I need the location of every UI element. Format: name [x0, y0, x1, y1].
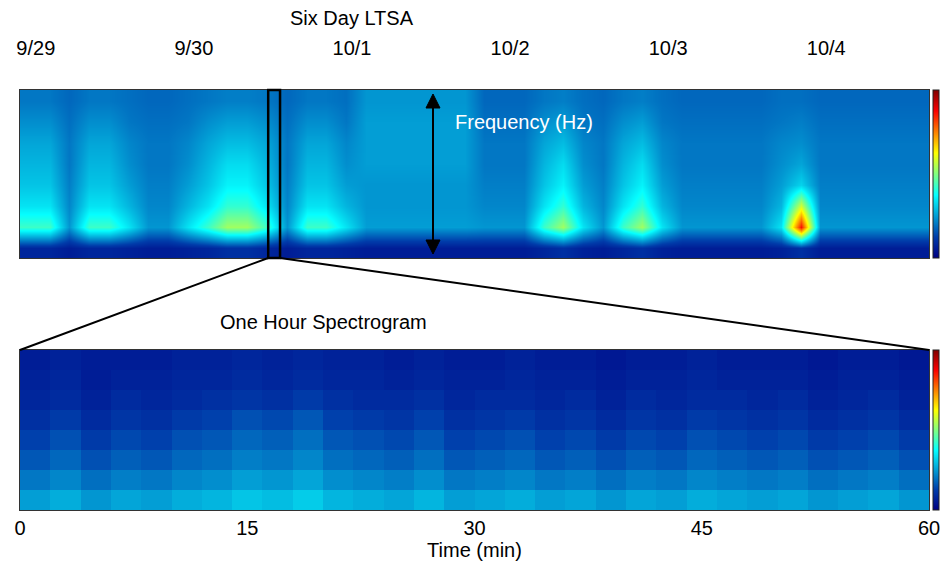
svg-text:0: 0: [14, 517, 25, 539]
svg-text:9/29: 9/29: [16, 37, 55, 59]
svg-text:10/4: 10/4: [807, 37, 846, 59]
svg-text:9/30: 9/30: [174, 37, 213, 59]
svg-text:15: 15: [236, 517, 258, 539]
svg-text:10/2: 10/2: [491, 37, 530, 59]
svg-text:Six Day LTSA: Six Day LTSA: [290, 7, 414, 29]
svg-text:Frequency (Hz): Frequency (Hz): [455, 111, 593, 133]
svg-text:One Hour Spectrogram: One Hour Spectrogram: [220, 311, 427, 333]
svg-text:45: 45: [691, 517, 713, 539]
svg-text:60: 60: [918, 517, 940, 539]
svg-text:Time (min): Time (min): [427, 539, 522, 561]
svg-text:10/1: 10/1: [333, 37, 372, 59]
svg-text:30: 30: [463, 517, 485, 539]
svg-text:10/3: 10/3: [649, 37, 688, 59]
